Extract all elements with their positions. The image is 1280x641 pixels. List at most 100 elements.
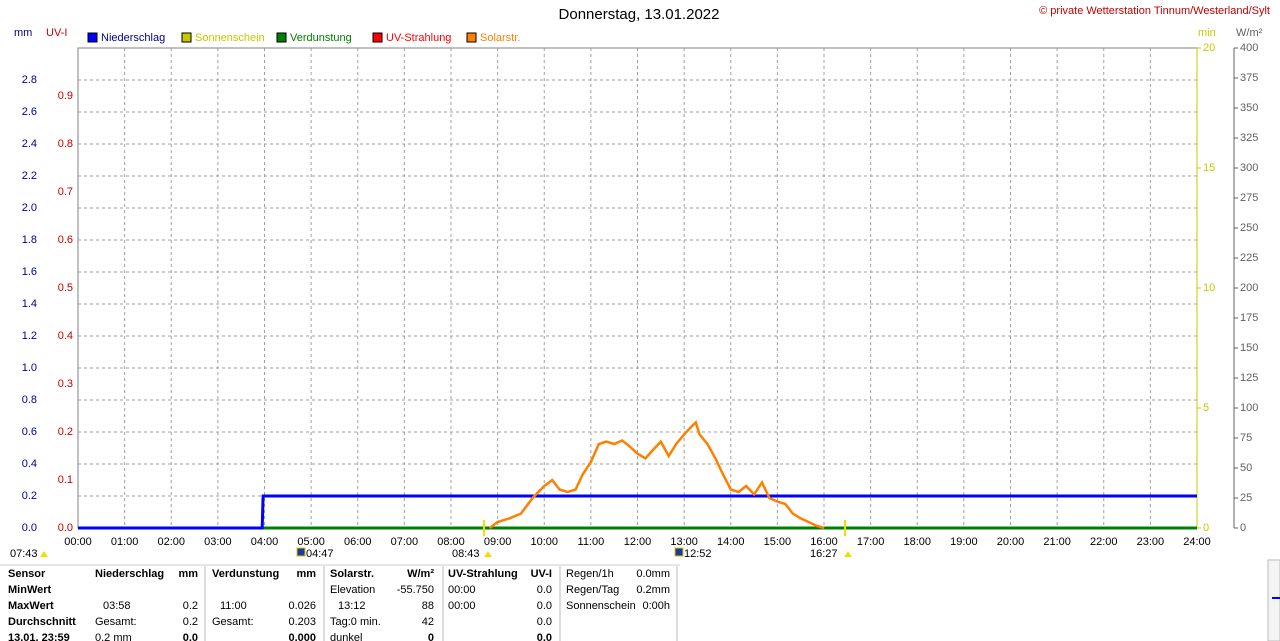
- data-line: [78, 494, 1197, 530]
- y-tick-label: 0.4: [22, 458, 37, 470]
- x-tick-label: 09:00: [484, 536, 512, 548]
- legend-swatch: [276, 32, 287, 43]
- y-tick-label: 0.1: [58, 474, 73, 486]
- sun-marker-label: 16:27: [810, 548, 838, 560]
- table-cell: UV-Strahlung: [448, 568, 518, 580]
- x-tick-label: 06:00: [344, 536, 372, 548]
- axis-title: mm: [14, 27, 32, 39]
- table-cell: 0.2: [183, 616, 198, 628]
- y-tick-label: 400: [1240, 42, 1258, 54]
- table-cell: W/m²: [407, 568, 434, 580]
- y-tick-label: 375: [1240, 72, 1258, 84]
- y-tick-label: 300: [1240, 162, 1258, 174]
- axis-title: UV-I: [46, 27, 67, 39]
- x-tick-label: 14:00: [717, 536, 745, 548]
- y-tick-label: 0.4: [58, 330, 73, 342]
- y-tick-label: 75: [1240, 432, 1252, 444]
- table-cell: Regen/Tag: [566, 584, 619, 596]
- table-cell: 0.203: [288, 616, 316, 628]
- table-cell: Elevation: [330, 584, 375, 596]
- table-cell: Durchschnitt: [8, 616, 76, 628]
- table-cell: 0.2: [183, 600, 198, 612]
- table-cell: Niederschlag: [95, 568, 164, 580]
- y-tick-label: 2.0: [22, 202, 37, 214]
- table-cell: 03:58: [103, 600, 131, 612]
- axis-title: W/m²: [1236, 27, 1263, 39]
- x-tick-label: 10:00: [530, 536, 558, 548]
- y-tick-label: 25: [1240, 492, 1252, 504]
- legend-swatch: [181, 32, 192, 43]
- table-cell: MaxWert: [8, 600, 54, 612]
- legend-swatch: [466, 32, 477, 43]
- x-tick-label: 20:00: [997, 536, 1025, 548]
- legend-swatch: [87, 32, 98, 43]
- x-tick-label: 19:00: [950, 536, 978, 548]
- table-cell: Gesamt:: [212, 616, 254, 628]
- x-tick-label: 07:00: [391, 536, 419, 548]
- y-tick-label: 125: [1240, 372, 1258, 384]
- table-cell: Tag:0 min.: [330, 616, 381, 628]
- moon-icon: [674, 547, 684, 557]
- table-cell: 0: [428, 632, 434, 641]
- table-cell: Sonnenschein: [566, 600, 636, 612]
- legend-label: Verdunstung: [290, 32, 352, 44]
- chart-title: Donnerstag, 13.01.2022: [559, 6, 720, 23]
- table-cell: 0.0: [537, 600, 552, 612]
- sun-marker-label: 04:47: [306, 548, 334, 560]
- x-tick-label: 24:00: [1183, 536, 1211, 548]
- y-tick-label: 0.8: [22, 394, 37, 406]
- table-cell: 0.000: [288, 632, 316, 641]
- sun-marker-label: 12:52: [684, 548, 712, 560]
- table-cell: Verdunstung: [212, 568, 279, 580]
- table-cell: mm: [296, 568, 316, 580]
- table-cell: 88: [422, 600, 434, 612]
- x-tick-label: 02:00: [157, 536, 185, 548]
- y-tick-label: 0.9: [58, 90, 73, 102]
- y-tick-label: 0.2: [22, 490, 37, 502]
- table-cell: 13.01. 23:59: [8, 632, 70, 641]
- table-cell: 0.0: [183, 632, 198, 641]
- y-tick-label: 100: [1240, 402, 1258, 414]
- table-cell: mm: [178, 568, 198, 580]
- y-tick-label: 350: [1240, 102, 1258, 114]
- sun-icon: [40, 551, 48, 557]
- table-cell: Gesamt:: [95, 616, 137, 628]
- sun-marker-label: 07:43: [10, 548, 38, 560]
- y-tick-label: 0.6: [58, 234, 73, 246]
- x-tick-label: 21:00: [1043, 536, 1071, 548]
- data-line: [488, 420, 825, 530]
- table-cell: dunkel: [330, 632, 362, 641]
- x-tick-label: 23:00: [1137, 536, 1165, 548]
- x-tick-label: 22:00: [1090, 536, 1118, 548]
- y-tick-label: 0.6: [22, 426, 37, 438]
- legend-label: Solarstr.: [480, 32, 520, 44]
- y-tick-label: 5: [1203, 402, 1209, 414]
- y-tick-label: 0.5: [58, 282, 73, 294]
- table-cell: 0.2 mm: [95, 632, 132, 641]
- x-tick-label: 16:00: [810, 536, 838, 548]
- x-tick-label: 03:00: [204, 536, 232, 548]
- legend-label: Niederschlag: [101, 32, 165, 44]
- table-cell: MinWert: [8, 584, 52, 596]
- table-cell: 00:00: [448, 600, 476, 612]
- y-tick-label: 1.0: [22, 362, 37, 374]
- x-tick-label: 01:00: [111, 536, 139, 548]
- x-tick-label: 04:00: [251, 536, 279, 548]
- side-panel: [1267, 559, 1280, 641]
- x-tick-label: 08:00: [437, 536, 465, 548]
- y-tick-label: 50: [1240, 462, 1252, 474]
- credit: © private Wetterstation Tinnum/Westerlan…: [1039, 5, 1270, 17]
- sun-icon: [844, 551, 852, 557]
- x-tick-label: 17:00: [857, 536, 885, 548]
- table-cell: 0:00h: [642, 600, 670, 612]
- table-cell: Sensor: [8, 568, 46, 580]
- table-cell: 0.0: [537, 584, 552, 596]
- y-tick-label: 1.8: [22, 234, 37, 246]
- y-tick-label: 0.8: [58, 138, 73, 150]
- table-cell: 0.0mm: [636, 568, 670, 580]
- y-tick-label: 150: [1240, 342, 1258, 354]
- y-tick-label: 0: [1240, 522, 1246, 534]
- y-tick-label: 0: [1203, 522, 1209, 534]
- y-tick-label: 2.6: [22, 106, 37, 118]
